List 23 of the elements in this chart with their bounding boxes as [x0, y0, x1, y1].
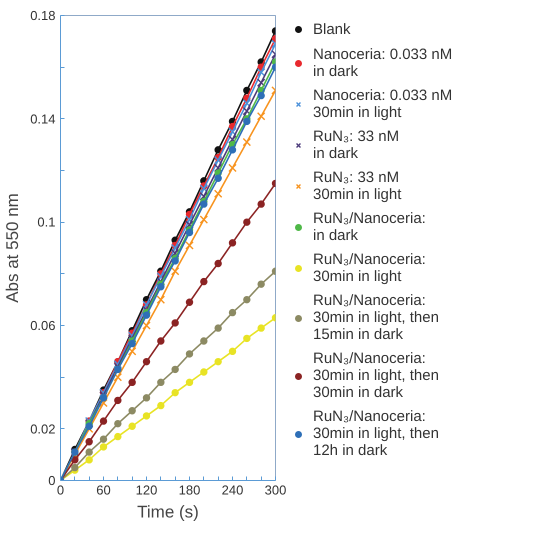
- legend-label: Blank: [313, 20, 351, 38]
- legend-label: Nanoceria: 0.033 nM 30min in light: [313, 87, 452, 121]
- y-axis-title: Abs at 550 nm: [3, 193, 22, 303]
- x-tick-label: 180: [178, 482, 200, 498]
- x-tick-label: 240: [222, 482, 244, 498]
- x-tick-label: 60: [96, 482, 111, 498]
- y-tick-label: 0.14: [30, 111, 56, 126]
- x-axis-title: Time (s): [137, 502, 199, 522]
- x-tick-label: 300: [264, 482, 286, 498]
- legend-label: RuN₃/Nanoceria: in dark: [313, 210, 426, 244]
- legend-label: RuN₃/Nanoceria: 30min in light: [313, 251, 426, 285]
- legend-label: Nanoceria: 0.033 nM in dark: [313, 46, 452, 80]
- legend-label: RuN₃/Nanoceria: 30min in light, then 12h in dark: [313, 408, 439, 459]
- y-tick-label: 0.02: [30, 421, 56, 436]
- x-tick-label: 120: [136, 482, 158, 498]
- y-tick-label: 0.18: [30, 8, 56, 23]
- y-tick-label: 0: [48, 473, 56, 488]
- legend-label: RuN₃: 33 nM 30min in light: [313, 169, 402, 203]
- legend-label: RuN₃/Nanoceria: 30min in light, then 30min in dark: [313, 350, 439, 401]
- y-tick-label: 0.06: [30, 318, 56, 333]
- y-tick-label: 0.1: [37, 214, 56, 230]
- legend-label: RuN₃/Nanoceria: 30min in light, then 15min in dark: [313, 292, 439, 343]
- legend-label: RuN₃: 33 nM in dark: [313, 128, 400, 162]
